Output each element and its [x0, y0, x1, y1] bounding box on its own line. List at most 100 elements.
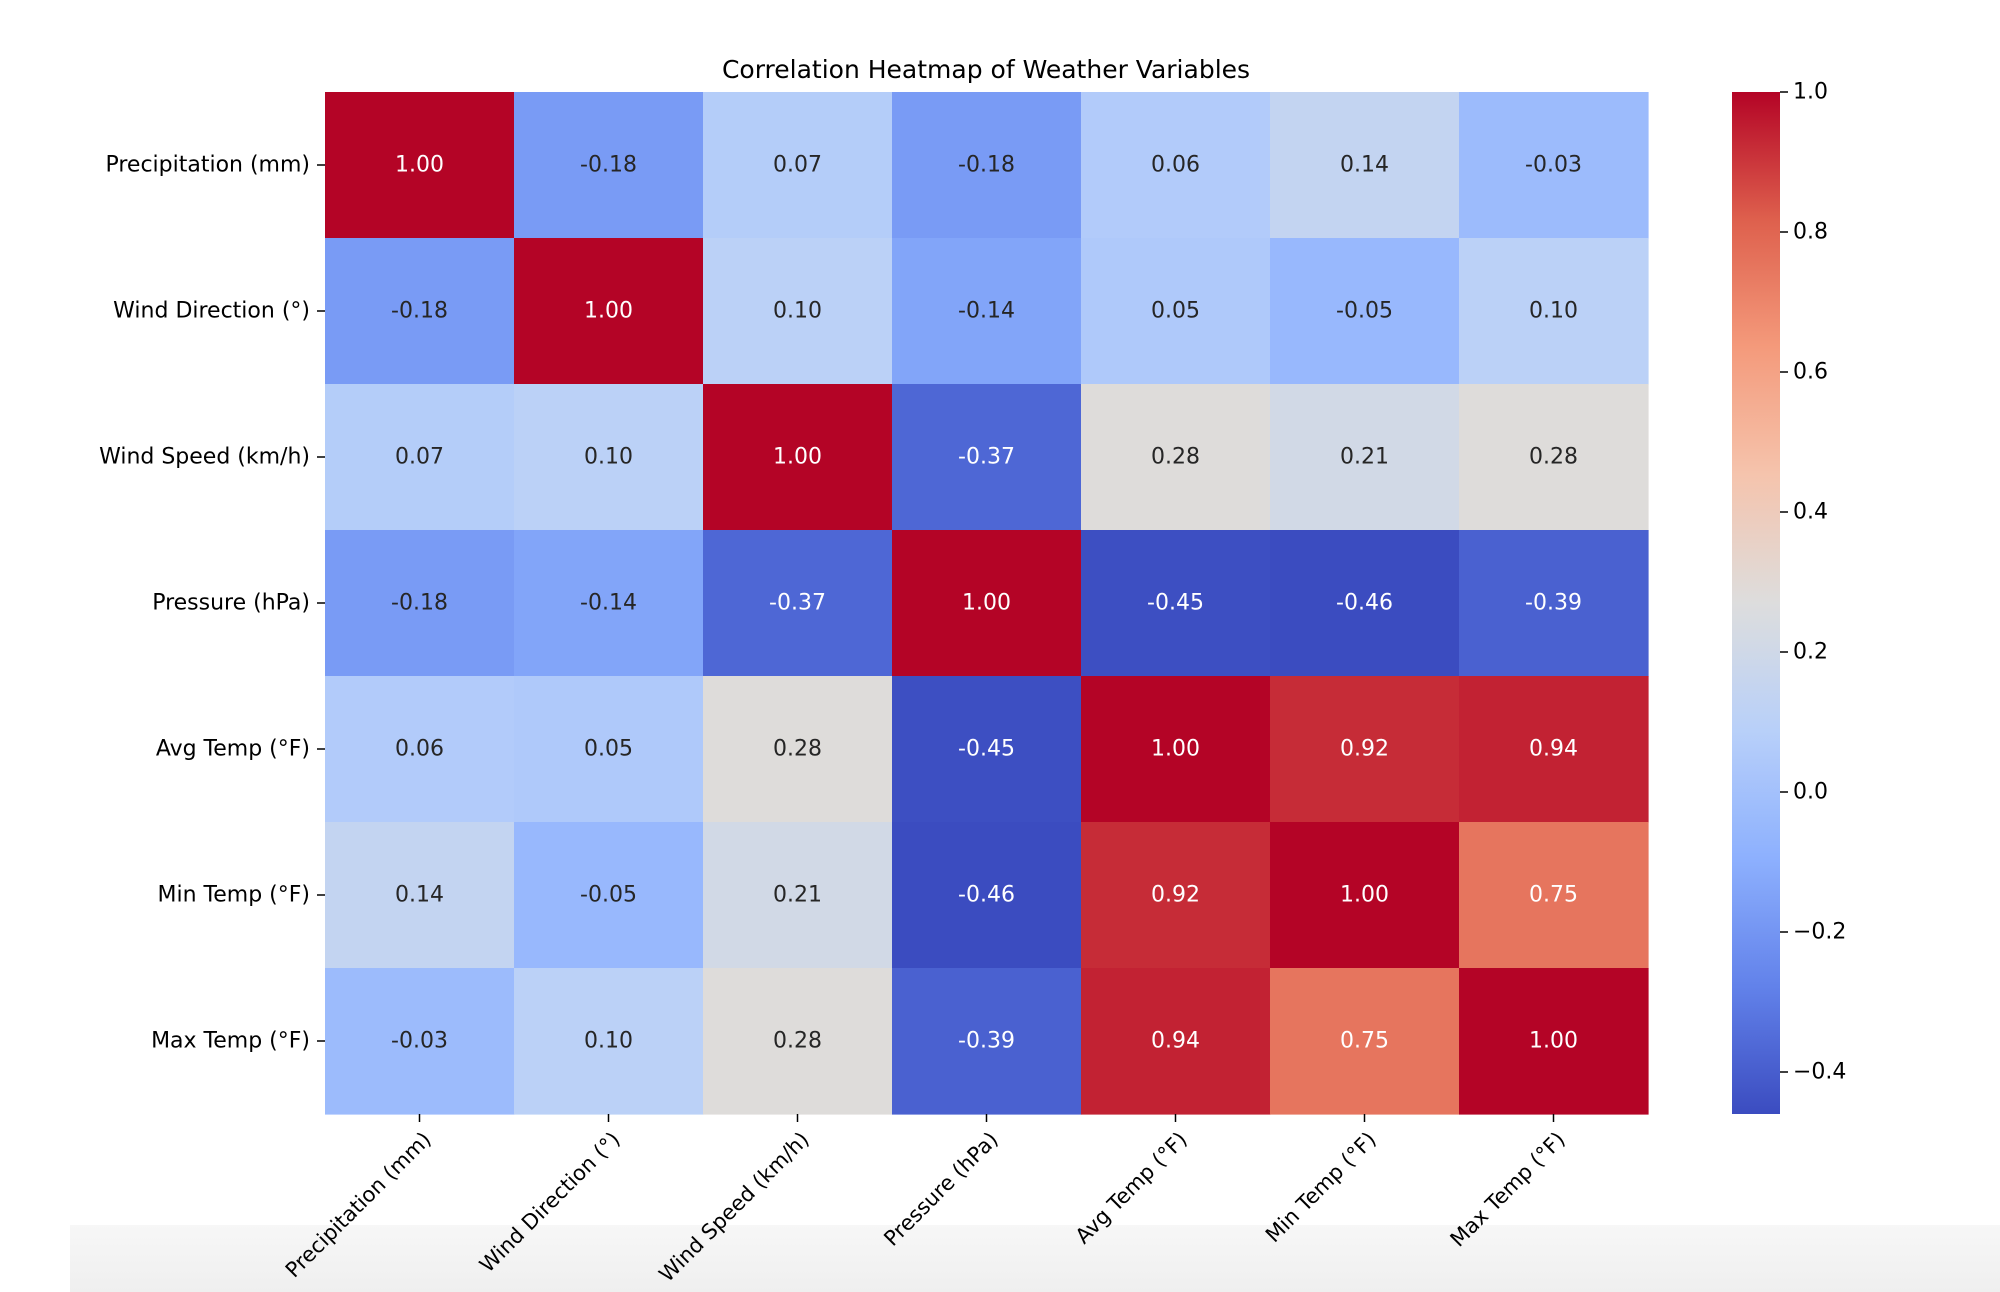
cell-value-label: -0.18: [580, 153, 637, 178]
heatmap-cell: [325, 384, 515, 531]
colorbar-tick-label: −0.2: [1793, 920, 1846, 945]
heatmap-cell: [325, 822, 515, 969]
cell-value-label: -0.39: [958, 1029, 1015, 1054]
cell-value-label: -0.18: [391, 299, 448, 324]
cell-value-label: 0.14: [395, 883, 444, 908]
colorbar-tick-label: −0.4: [1793, 1060, 1846, 1085]
heatmap-cell: [1081, 968, 1271, 1115]
x-tick-label: Precipitation (mm): [281, 1127, 436, 1282]
x-tick-label: Min Temp (°F): [1261, 1127, 1381, 1247]
cell-value-label: 0.10: [1529, 299, 1578, 324]
cell-value-label: 0.06: [1151, 153, 1200, 178]
heatmap-cell: [892, 968, 1082, 1115]
colorbar-tick-label: 0.8: [1793, 220, 1828, 245]
colorbar-tick-label: 0.6: [1793, 360, 1828, 385]
cell-value-label: 0.05: [584, 737, 633, 762]
heatmap-cell: [892, 822, 1082, 969]
cell-value-label: 0.75: [1529, 883, 1578, 908]
cell-value-label: -0.45: [1147, 591, 1204, 616]
cell-value-label: 1.00: [1340, 883, 1389, 908]
heatmap-cell-labels: 1.00 -0.18 0.07 -0.18 0.06 0.14 -0.03 -0.18 1.00…: [391, 153, 1582, 1054]
cell-value-label: 1.00: [1529, 1029, 1578, 1054]
heatmap-cell: [1270, 92, 1460, 239]
cell-value-label: 0.10: [584, 445, 633, 470]
heatmap-cell: [1081, 92, 1271, 239]
cell-value-label: -0.03: [391, 1029, 448, 1054]
heatmap-cell: [325, 968, 515, 1115]
x-axis: Precipitation (mm) Wind Direction (°) Wind…: [281, 1114, 1570, 1287]
heatmap-cell: [514, 92, 704, 239]
heatmap-cell: [1459, 676, 1649, 823]
x-tick-label: Wind Speed (km/h): [654, 1127, 813, 1286]
heatmap-cell: [1081, 676, 1271, 823]
y-tick-label: Pressure (hPa): [152, 591, 310, 616]
heatmap-cell: [703, 968, 893, 1115]
heatmap-cell: [514, 384, 704, 531]
colorbar-tick-label: 0.0: [1793, 780, 1828, 805]
cell-value-label: 1.00: [773, 445, 822, 470]
heatmap-cell: [892, 676, 1082, 823]
heatmap-cell: [1459, 384, 1649, 531]
heatmap-cell: [514, 530, 704, 677]
heatmap-cell: [1270, 822, 1460, 969]
cell-value-label: -0.37: [769, 591, 826, 616]
colorbar: 1.0 0.8 0.6 0.4 0.2 0.0 −0.2 −0.4: [1732, 80, 1846, 1114]
cell-value-label: -0.14: [958, 299, 1015, 324]
cell-value-label: 1.00: [395, 153, 444, 178]
y-axis: Precipitation (mm) Wind Direction (°) Wind…: [99, 153, 325, 1054]
y-tick-label: Wind Speed (km/h): [99, 445, 310, 470]
cell-value-label: -0.05: [1336, 299, 1393, 324]
cell-value-label: -0.37: [958, 445, 1015, 470]
cell-value-label: 0.07: [395, 445, 444, 470]
cell-value-label: 0.28: [1529, 445, 1578, 470]
heatmap-cell: [514, 822, 704, 969]
heatmap-cell: [1081, 822, 1271, 969]
cell-value-label: -0.05: [580, 883, 637, 908]
heatmap-cell: [892, 238, 1082, 385]
heatmap-cell: [514, 238, 704, 385]
cell-value-label: 0.92: [1151, 883, 1200, 908]
heatmap-cell: [892, 530, 1082, 677]
heatmap-cells: [325, 92, 1649, 1115]
chart-title: Correlation Heatmap of Weather Variables: [722, 55, 1250, 84]
colorbar-gradient: [1732, 92, 1780, 1114]
y-tick-label: Max Temp (°F): [151, 1029, 310, 1054]
cell-value-label: 1.00: [962, 591, 1011, 616]
heatmap-cell: [514, 968, 704, 1115]
y-tick-label: Precipitation (mm): [105, 153, 310, 178]
y-tick-label: Wind Direction (°): [113, 299, 310, 324]
cell-value-label: 0.94: [1151, 1029, 1200, 1054]
bottom-shade: [70, 1225, 2000, 1292]
x-tick-label: Wind Direction (°): [475, 1127, 625, 1277]
cell-value-label: 1.00: [584, 299, 633, 324]
cell-value-label: 0.94: [1529, 737, 1578, 762]
heatmap-cell: [1270, 384, 1460, 531]
heatmap-cell: [325, 92, 515, 239]
colorbar-tick-label: 0.4: [1793, 500, 1828, 525]
heatmap-cell: [1081, 238, 1271, 385]
cell-value-label: 0.75: [1340, 1029, 1389, 1054]
cell-value-label: 0.21: [773, 883, 822, 908]
cell-value-label: -0.18: [958, 153, 1015, 178]
cell-value-label: 0.28: [1151, 445, 1200, 470]
cell-value-label: 0.06: [395, 737, 444, 762]
cell-value-label: 0.07: [773, 153, 822, 178]
heatmap-cell: [703, 92, 893, 239]
y-tick-label: Min Temp (°F): [158, 883, 310, 908]
heatmap-cell: [1459, 822, 1649, 969]
y-tick-label: Avg Temp (°F): [156, 737, 310, 762]
heatmap-cell: [1081, 530, 1271, 677]
heatmap-cell: [1459, 968, 1649, 1115]
heatmap-cell: [892, 92, 1082, 239]
cell-value-label: -0.46: [958, 883, 1015, 908]
heatmap-cell: [1270, 238, 1460, 385]
cell-value-label: 0.21: [1340, 445, 1389, 470]
cell-value-label: 0.10: [773, 299, 822, 324]
cell-value-label: -0.46: [1336, 591, 1393, 616]
cell-value-label: 0.05: [1151, 299, 1200, 324]
heatmap-cell: [703, 822, 893, 969]
cell-value-label: 0.28: [773, 737, 822, 762]
heatmap-cell: [514, 676, 704, 823]
heatmap-cell: [1270, 676, 1460, 823]
